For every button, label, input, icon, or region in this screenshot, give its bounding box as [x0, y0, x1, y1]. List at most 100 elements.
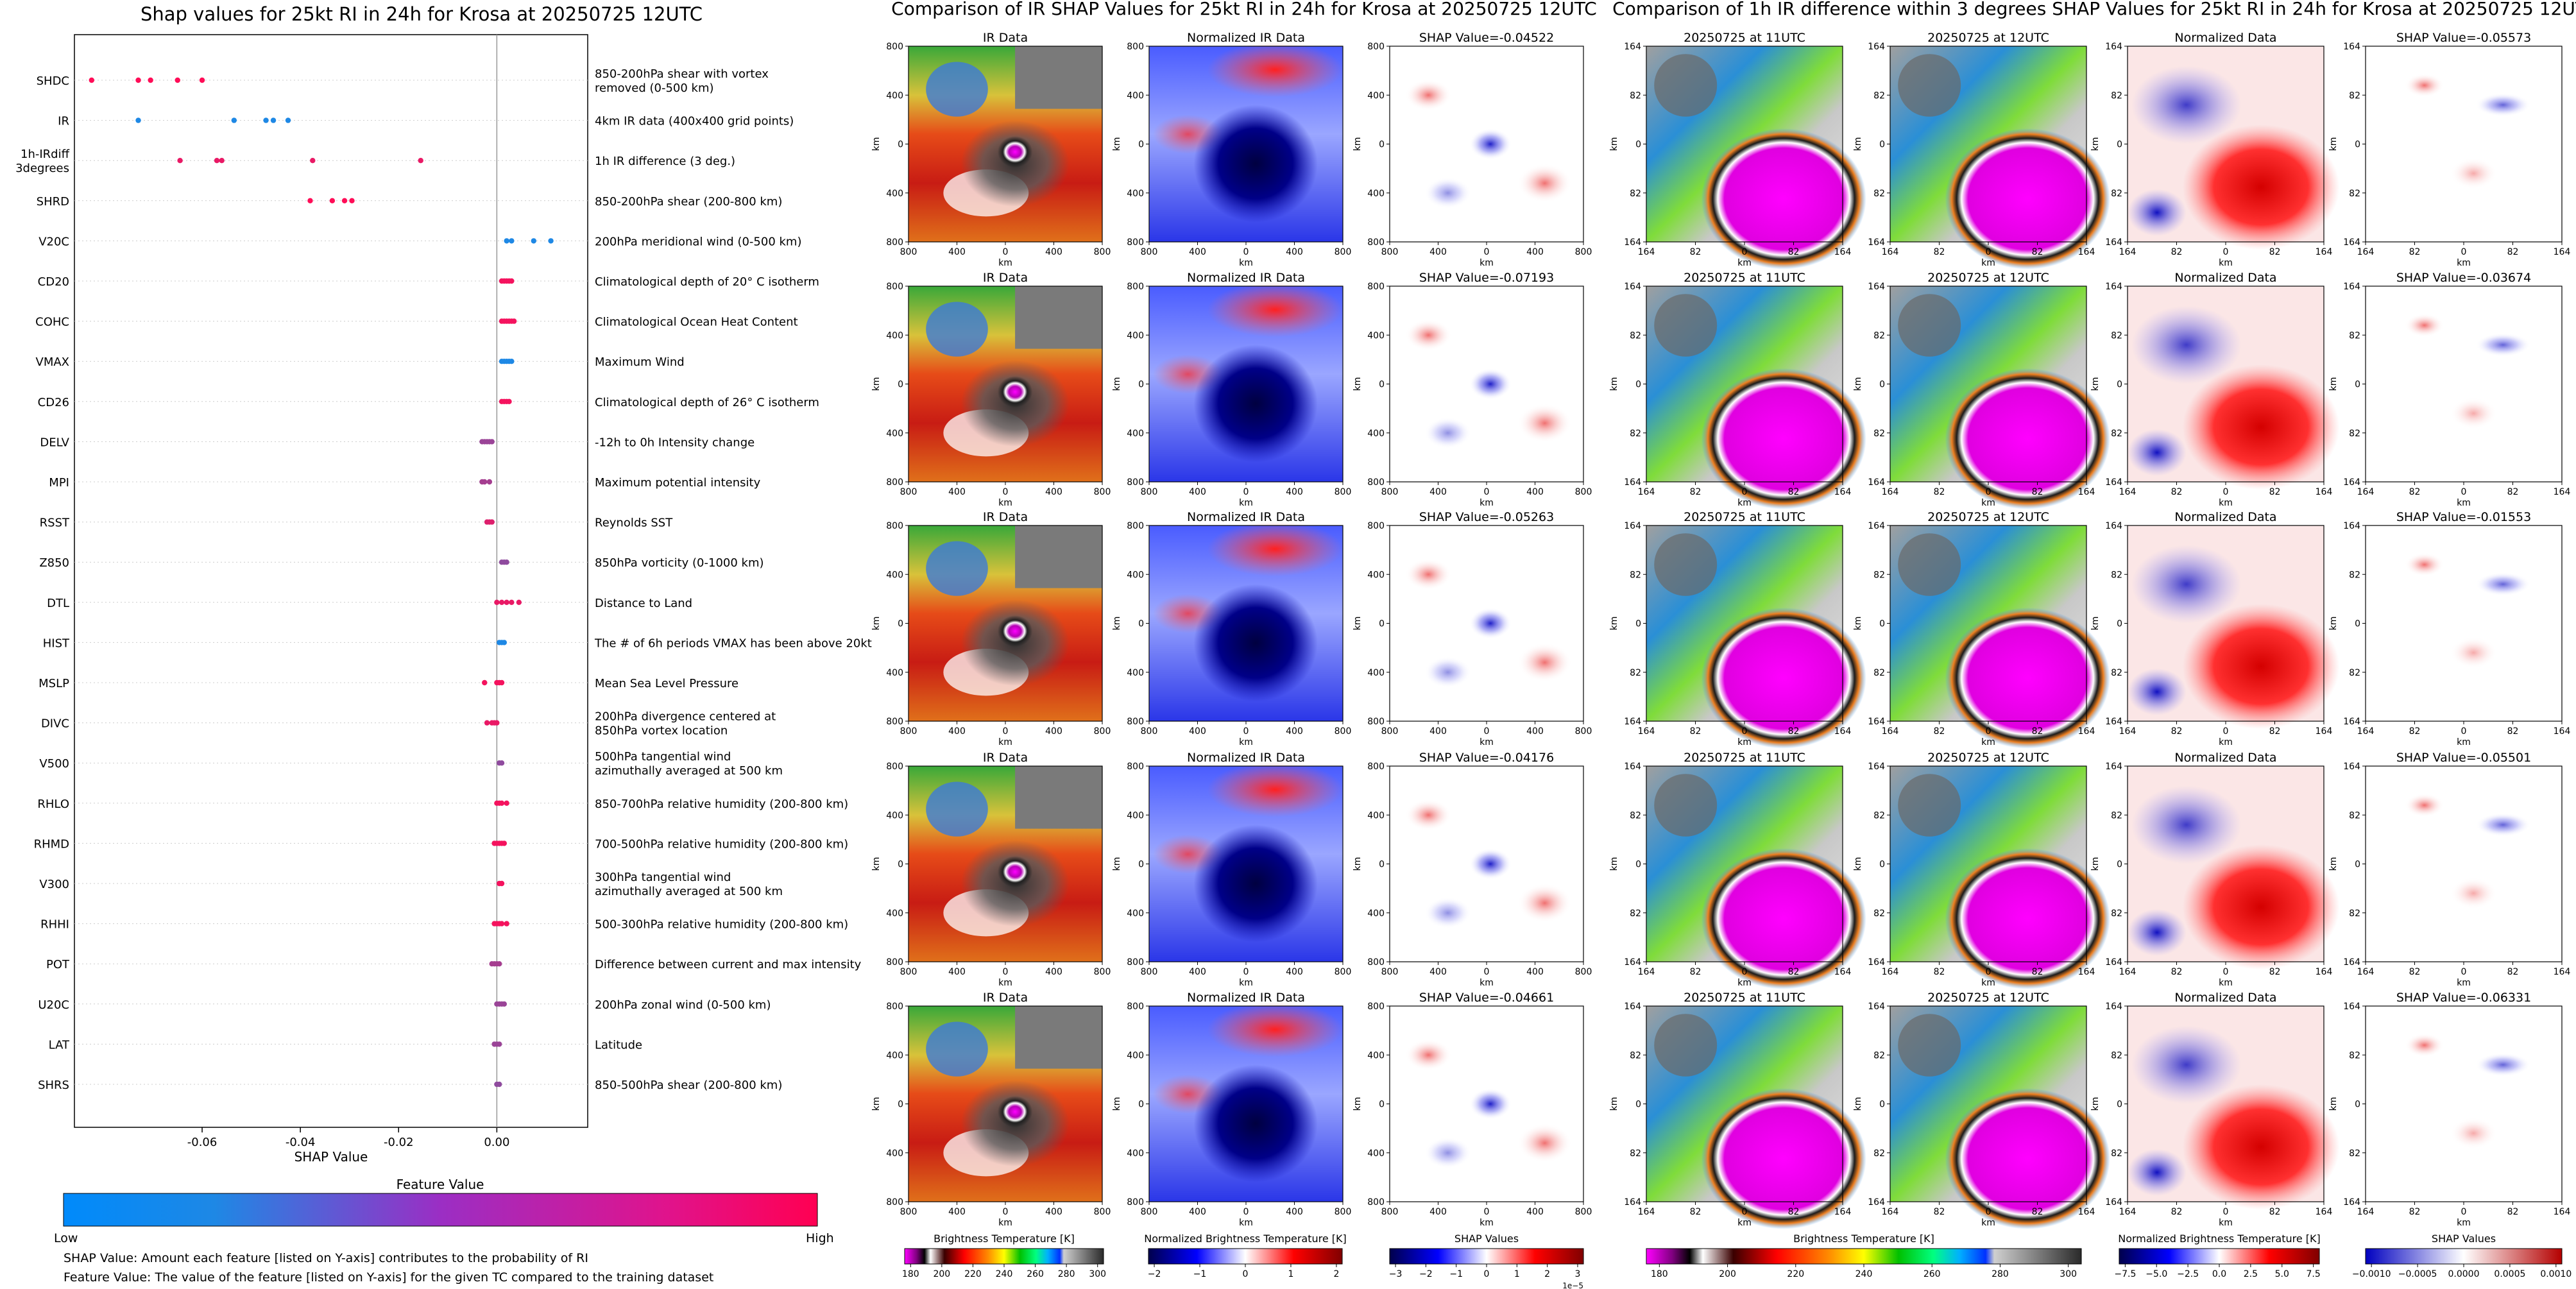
- map-y-tick-label: 400: [886, 189, 903, 199]
- map-y-tick-label: 0: [1379, 1100, 1385, 1110]
- norm-map: Normalized Data1641648282008282164164kmk…: [2090, 751, 2340, 988]
- zoom-map: 20250725 at 11UTC1641648282008282164164k…: [1609, 31, 1866, 269]
- map-y-tick-label: 0: [898, 860, 903, 870]
- map-y-axis-label: km: [2090, 377, 2101, 391]
- feature-code-label: V500: [39, 757, 69, 771]
- map-y-tick-label: 82: [1873, 810, 1885, 821]
- shap-positive-patch: [1517, 1123, 1572, 1163]
- colorbar-label: Normalized Brightness Temperature [K]: [1144, 1233, 1347, 1245]
- diff-shap-image: [2366, 46, 2562, 242]
- zoomed-cloud: [1898, 1014, 1961, 1077]
- map-x-tick-label: 800: [1575, 247, 1592, 257]
- map-y-tick-label: 800: [886, 237, 903, 248]
- shap-positive-patch: [1405, 799, 1452, 831]
- colorbar: SHAP Values −0.0010 −0.0005 0.0000 0.0005 0.0…: [2352, 1233, 2572, 1279]
- map-y-tick-label: 164: [2343, 477, 2360, 488]
- feature-description-label: Distance to Land: [595, 597, 692, 610]
- map-x-tick-label: 0: [1484, 1207, 1490, 1217]
- map-y-tick-label: 164: [1624, 1002, 1641, 1012]
- feature-code-label: V300: [39, 878, 69, 891]
- map-title: 20250725 at 12UTC: [1927, 991, 2049, 1005]
- normalized-cold-region: [2128, 189, 2187, 236]
- map-title: 20250725 at 11UTC: [1684, 31, 1805, 45]
- colorbar-tick-label: 300: [1089, 1269, 1106, 1279]
- map-title: IR Data: [983, 510, 1028, 524]
- colorbar-label: Brightness Temperature [K]: [1793, 1233, 1934, 1245]
- map-x-tick-label: 0: [2461, 247, 2467, 257]
- ir-cold-cloud: [926, 541, 988, 596]
- feature-description-label: Mean Sea Level Pressure: [595, 677, 738, 690]
- map-y-tick-label: 800: [886, 957, 903, 968]
- map-y-tick-label: 0: [2117, 380, 2122, 390]
- map-y-tick-label: 400: [886, 90, 903, 101]
- zoom-map: 20250725 at 11UTC1641648282008282164164k…: [1609, 510, 1866, 749]
- map-y-tick-label: 164: [2343, 957, 2360, 968]
- colorbar-gradient: [1389, 1248, 1584, 1265]
- map-x-axis-label: km: [998, 1218, 1012, 1228]
- map-y-tick-label: 164: [2105, 282, 2122, 292]
- colorbar-tick-label: −2.5: [2177, 1269, 2199, 1279]
- map-y-axis-label: km: [1352, 137, 1363, 151]
- map-y-tick-label: 800: [1127, 1002, 1144, 1012]
- map-y-tick-label: 0: [1138, 619, 1144, 629]
- map-y-tick-label: 82: [1873, 570, 1885, 580]
- zoom-map: 20250725 at 11UTC1641648282008282164164k…: [1609, 271, 1866, 509]
- feature-description-label: 4km IR data (400x400 grid points): [595, 115, 794, 128]
- map-x-tick-label: 82: [2269, 967, 2281, 977]
- feature-description-label: 200hPa divergence centered at 850hPa vort…: [595, 710, 776, 738]
- map-x-tick-label: 164: [2316, 247, 2333, 257]
- map-x-axis-label: km: [1981, 258, 1995, 268]
- colorbar-low-label: Low: [54, 1231, 78, 1245]
- map-x-tick-label: 82: [2507, 247, 2519, 257]
- map-y-axis-label: km: [2328, 377, 2339, 391]
- map-x-tick-label: 82: [1788, 967, 1800, 977]
- colorbar-tick-label: −2: [1419, 1269, 1433, 1279]
- shap-map: SHAP Value=-0.04522800800400400004004008…: [1352, 31, 1592, 268]
- normalized-storm: [1193, 345, 1318, 463]
- colorbar-tick-label: 220: [1787, 1269, 1804, 1279]
- map-y-tick-label: 400: [1127, 189, 1144, 199]
- map-x-tick-label: 0: [2461, 487, 2467, 497]
- map-x-tick-label: 800: [1335, 1207, 1352, 1217]
- x-tick-label: 0.00: [484, 1136, 509, 1149]
- map-x-axis-label: km: [2219, 498, 2233, 508]
- zoomed-eyewall: [1945, 1088, 2110, 1229]
- diff-shap-positive: [2405, 1033, 2444, 1057]
- map-y-tick-label: 164: [1868, 42, 1885, 52]
- map-x-tick-label: 164: [1882, 726, 1899, 737]
- normalized-cold-region: [2131, 305, 2242, 384]
- map-y-axis-label: km: [2090, 137, 2101, 151]
- shap-dot: [509, 238, 515, 244]
- zoom-map: 20250725 at 12UTC1641648282008282164164k…: [1853, 31, 2110, 269]
- map-x-tick-label: 82: [2409, 487, 2421, 497]
- map-x-tick-label: 0: [1003, 967, 1009, 977]
- shap-summary-panel: Shap values for 25kt RI in 24h for Krosa…: [15, 3, 872, 1285]
- map-title: 20250725 at 12UTC: [1927, 271, 2049, 285]
- footnote-shap-value: SHAP Value: Amount each feature [listed …: [64, 1251, 588, 1265]
- map-x-tick-label: 0: [1986, 247, 1992, 257]
- ir-storm-core: [997, 615, 1033, 647]
- map-y-tick-label: 0: [898, 380, 903, 390]
- map-x-tick-label: 0: [2223, 487, 2229, 497]
- normalized-cold-region: [2128, 668, 2187, 715]
- map-y-tick-label: 400: [1367, 570, 1385, 580]
- shap-dot: [509, 359, 515, 364]
- map-y-tick-label: 82: [1873, 189, 1885, 199]
- feature-description-label: Maximum potential intensity: [595, 476, 761, 490]
- normalized-warm-ring: [2182, 844, 2340, 970]
- map-y-tick-label: 164: [1624, 521, 1641, 531]
- zoomed-cloud: [1654, 1014, 1718, 1077]
- normalized-warm-ring: [2182, 124, 2340, 250]
- colorbar-tick-label: 220: [964, 1269, 982, 1279]
- normalized-warm-region: [1207, 1002, 1343, 1057]
- map-x-tick-label: 400: [1526, 1207, 1544, 1217]
- map-y-tick-label: 400: [1127, 1148, 1144, 1159]
- zoom-map: 20250725 at 11UTC1641648282008282164164k…: [1609, 751, 1866, 989]
- map-title: SHAP Value=-0.05573: [2396, 31, 2531, 45]
- feature-code-label: IR: [58, 115, 69, 128]
- shap-dot: [482, 479, 488, 485]
- map-x-tick-label: 82: [1690, 247, 1702, 257]
- zoomed-eyewall: [1701, 1088, 1866, 1229]
- map-x-tick-label: 400: [1526, 247, 1544, 257]
- shap-positive-patch: [1517, 643, 1572, 682]
